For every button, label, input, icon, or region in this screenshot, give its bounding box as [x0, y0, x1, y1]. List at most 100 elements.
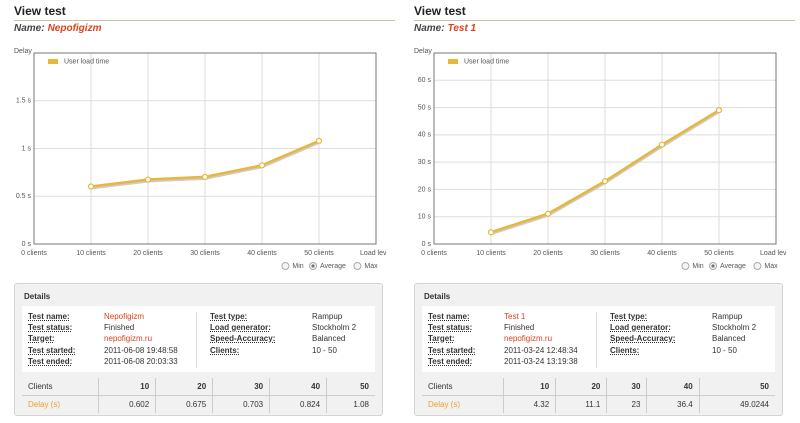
point — [87, 183, 95, 190]
details-box: Details Test name: Nepofigizm Test status: F… — [14, 283, 383, 416]
header-cell: 50 — [698, 378, 775, 396]
radio-button[interactable] — [753, 262, 762, 270]
cell: 36.4 — [646, 395, 700, 413]
details-row: Test ended: 2011-06-08 20:03:33 — [28, 357, 196, 368]
y-tick-label: 0.5 s — [16, 193, 32, 200]
field-label: Clients: — [610, 345, 640, 355]
legend-label: User load time — [64, 58, 109, 65]
y-tick-label: 30 s — [418, 159, 432, 166]
test-name: Test 1 — [447, 23, 477, 34]
y-tick-label: 0 s — [22, 241, 32, 248]
y-axis-label: Delay — [14, 48, 32, 55]
field-label: Test type: — [610, 312, 648, 321]
details-row: Test ended: 2011-03-24 13:19:38 — [428, 357, 596, 368]
radio-dot — [711, 264, 715, 268]
details-row: Test status: Finished — [428, 323, 596, 334]
field-value: 10 - 50 — [312, 345, 337, 355]
plot-border — [433, 52, 777, 245]
cell: 23 — [606, 395, 647, 413]
y-tick-label: 0 s — [422, 241, 432, 248]
header-cell: 30 — [606, 378, 647, 396]
field-label: Test ended: — [28, 356, 73, 366]
field-value: Finished — [504, 323, 535, 333]
y-tick-label: 10 s — [418, 214, 432, 221]
y-tick-label: 40 s — [418, 132, 432, 139]
x-tick-label: Load level — [760, 250, 786, 257]
radio-button[interactable] — [681, 262, 690, 270]
field-label: Target: — [28, 334, 55, 344]
y-axis-label: Delay — [414, 48, 432, 55]
point — [258, 162, 266, 169]
details-row: Test name: Test 1 — [428, 312, 596, 323]
details-row: Load generator: Stockholm 2 — [610, 323, 770, 334]
stats-table: Clients 10 20 30 40 50 Delay (s) 0.602 0.675 0.70… — [22, 378, 375, 413]
y-tick-label: 1 s — [22, 145, 32, 152]
y-tick-label: 20 s — [418, 186, 432, 193]
heading: View test — [14, 4, 395, 21]
details-inner: Test name: Test 1 Test status: Finished Targ… — [422, 306, 775, 372]
cell: 4.32 — [502, 395, 556, 413]
cell: 11.1 — [555, 395, 607, 413]
field-label: Test name: — [28, 312, 70, 321]
header-cell: 10 — [502, 378, 556, 396]
field-value: Finished — [104, 323, 135, 333]
radio-label: Average — [320, 263, 346, 270]
details-inner: Test name: Nepofigizm Test status: Finished… — [22, 306, 375, 372]
field-value: 2011-06-08 19:48:58 — [104, 345, 178, 355]
table-header: Clients 10 20 30 40 50 — [422, 378, 775, 396]
radio-button[interactable] — [353, 262, 362, 270]
header-cell: 20 — [555, 378, 607, 396]
x-tick-label: 0 clients — [421, 250, 447, 257]
field-label: Load generator: — [210, 323, 271, 333]
field-label: Speed-Accuracy: — [210, 334, 276, 344]
point — [544, 210, 552, 217]
details-column: Test type: Rampup Load generator: Stockholm… — [210, 312, 370, 357]
details-box: Details Test name: Test 1 Test status: Finis… — [414, 283, 783, 416]
details-row: Test status: Finished — [28, 323, 196, 334]
field-value: Balanced — [712, 334, 746, 344]
field-value: Stockholm 2 — [712, 323, 757, 333]
radio-label: Average — [720, 263, 746, 270]
x-tick-label: 10 clients — [76, 250, 106, 257]
details-row: Test started: 2011-06-08 19:48:58 — [28, 346, 196, 357]
radio-label: Min — [292, 263, 303, 270]
point — [601, 178, 609, 185]
name-label: Name: — [14, 23, 45, 34]
panel: View test Name: Test 1 Delay 0 s 10 s 20 s 30 s… — [414, 0, 795, 423]
table-header: Clients 10 20 30 40 50 — [22, 378, 375, 396]
header-cell: Clients — [22, 378, 99, 396]
chart: Delay 0 s 10 s 20 s 30 s 40 s 50 s 60 s 0 client… — [414, 48, 786, 270]
details-row: Test type: Rampup — [210, 312, 370, 323]
cell: Delay (s) — [28, 400, 61, 409]
field-value: 2011-03-24 12:48:34 — [504, 345, 578, 355]
x-tick-label: 20 clients — [133, 250, 163, 257]
chart: Delay 0 s 0.5 s 1 s 1.5 s 0 clients 10 clients… — [14, 48, 386, 270]
header-cell: 10 — [98, 378, 156, 396]
name-line: Name: Test 1 — [414, 23, 476, 34]
field-label: Test started: — [28, 345, 76, 355]
point — [144, 176, 152, 183]
details-column: Test type: Rampup Load generator: Stockholm… — [610, 312, 770, 357]
x-tick-label: 40 clients — [247, 250, 277, 257]
field-value: 2011-03-24 13:19:38 — [504, 356, 578, 366]
field-value: 2011-06-08 20:03:33 — [104, 356, 178, 366]
legend-swatch — [448, 59, 458, 64]
header-cell: 30 — [212, 378, 270, 396]
header-cell: Clients — [422, 378, 504, 396]
field-value: 10 - 50 — [712, 345, 737, 355]
cell: 0.602 — [98, 395, 156, 413]
field-label: Test type: — [210, 312, 248, 321]
details-row: Load generator: Stockholm 2 — [210, 323, 370, 334]
radio-button[interactable] — [281, 262, 290, 270]
details-row: Test type: Rampup — [610, 312, 770, 323]
y-tick-label: 50 s — [418, 104, 432, 111]
details-title: Details — [424, 292, 451, 301]
header-cell: 40 — [269, 378, 327, 396]
y-tick-label: 60 s — [418, 77, 432, 84]
radio-label: Max — [764, 263, 778, 270]
details-column: Test name: Test 1 Test status: Finished Targ… — [428, 312, 597, 368]
x-tick-label: 40 clients — [647, 250, 677, 257]
y-tick-label: 1.5 s — [16, 98, 32, 105]
field-label: Speed-Accuracy: — [610, 334, 676, 344]
